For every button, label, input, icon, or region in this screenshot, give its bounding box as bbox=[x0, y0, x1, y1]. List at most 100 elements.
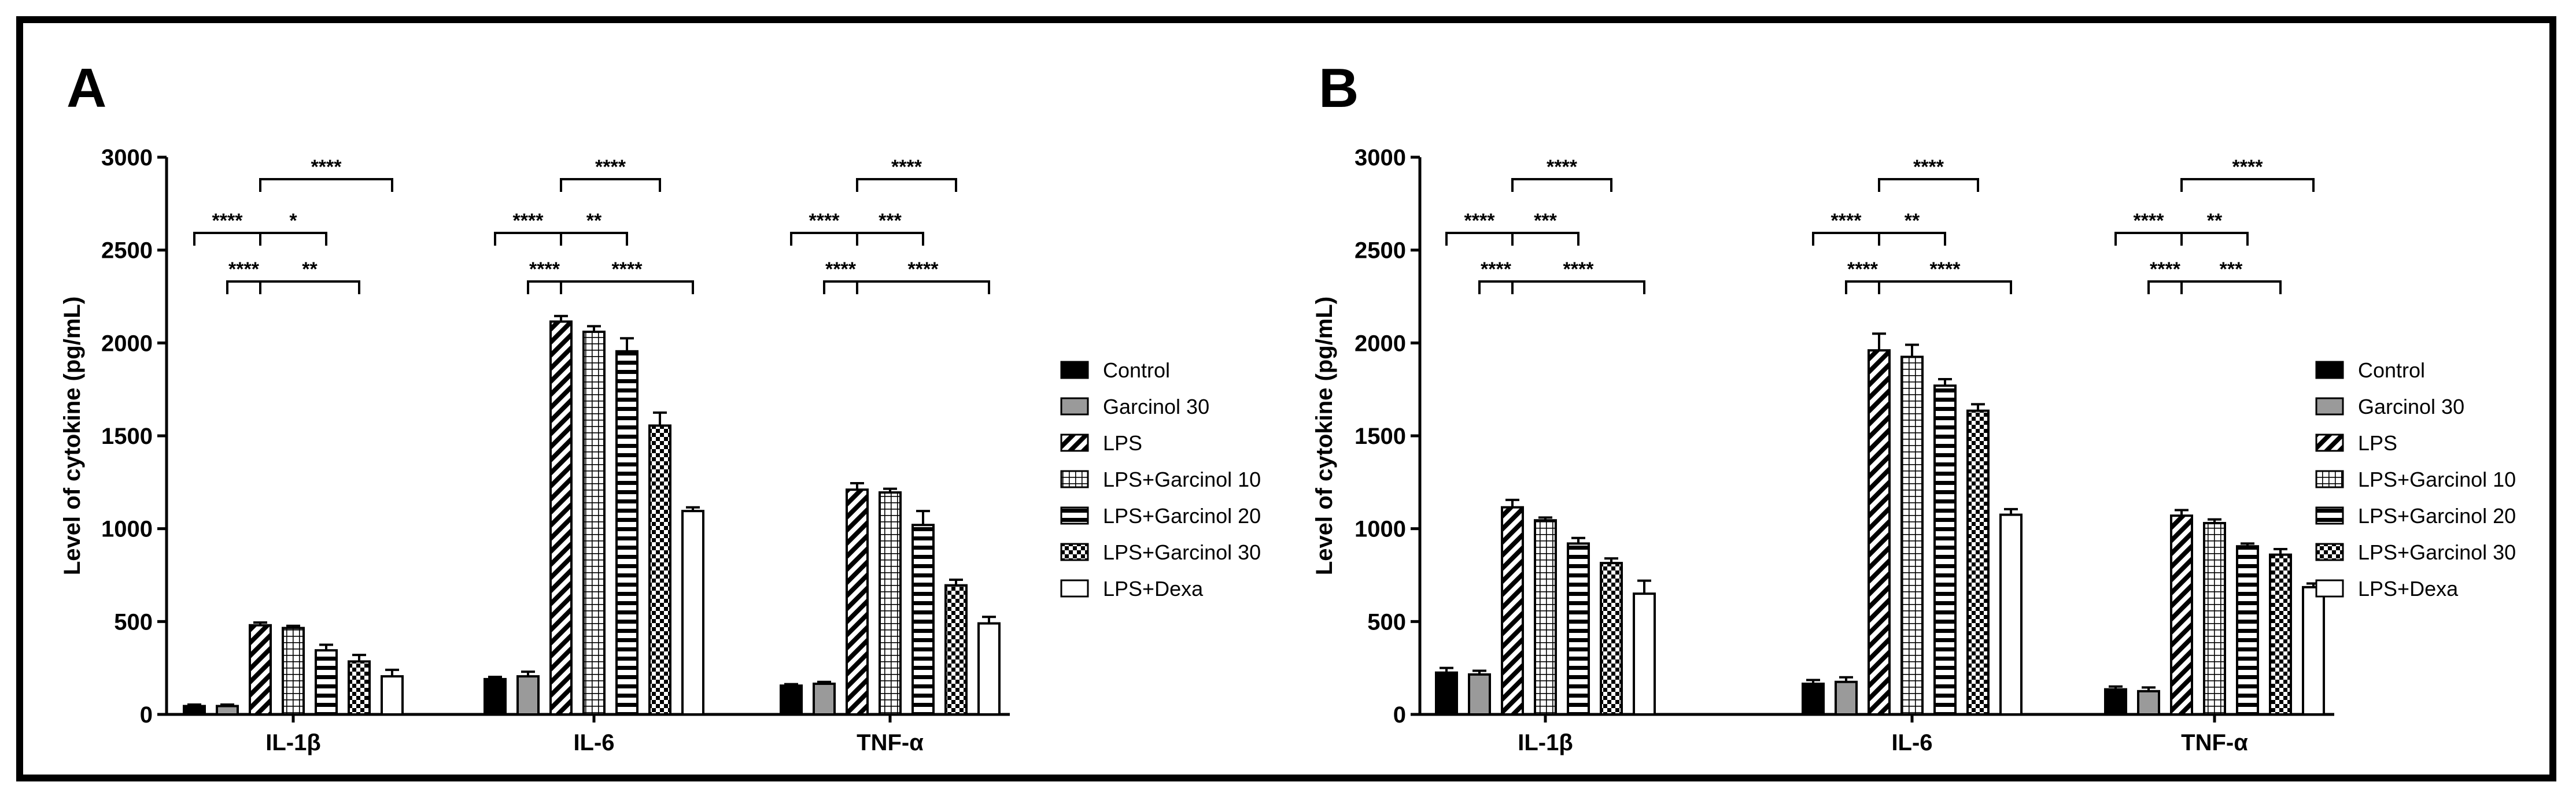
y-tick-label: 2500 bbox=[101, 238, 153, 264]
significance-bracket bbox=[560, 280, 694, 294]
bar bbox=[944, 584, 968, 716]
significance-bracket bbox=[259, 178, 393, 192]
significance-bracket bbox=[2147, 280, 2183, 294]
legend-label: LPS+Garcinol 10 bbox=[2358, 468, 2516, 491]
significance-label: **** bbox=[908, 258, 939, 280]
category-label: IL-6 bbox=[1891, 730, 1932, 755]
legend-label: LPS+Garcinol 10 bbox=[1103, 468, 1261, 491]
bar bbox=[1802, 682, 1825, 716]
y-tick-label: 0 bbox=[140, 702, 153, 728]
bar bbox=[1835, 680, 1858, 716]
significance-bracket bbox=[2180, 232, 2249, 246]
significance-bracket bbox=[560, 232, 628, 246]
significance-label: **** bbox=[595, 156, 626, 178]
significance-label: ** bbox=[2207, 210, 2223, 232]
bar bbox=[615, 350, 639, 716]
bar bbox=[1633, 592, 1656, 716]
legend-swatch bbox=[1060, 543, 1089, 561]
significance-bracket bbox=[494, 232, 562, 246]
legend-label: Control bbox=[2358, 358, 2425, 382]
significance-label: **** bbox=[2134, 210, 2165, 232]
bar bbox=[1900, 355, 1924, 716]
significance-label: ** bbox=[1905, 210, 1920, 232]
y-tick-label: 2500 bbox=[1355, 238, 1406, 264]
significance-bracket bbox=[1478, 280, 1514, 294]
significance-label: **** bbox=[1847, 258, 1879, 280]
bar bbox=[1435, 671, 1458, 716]
legend-swatch bbox=[2315, 361, 2344, 379]
significance-bracket bbox=[193, 232, 261, 246]
significance-label: *** bbox=[879, 210, 902, 232]
significance-label: **** bbox=[228, 258, 260, 280]
legend-swatch bbox=[2315, 579, 2344, 598]
legend-swatch bbox=[1060, 397, 1089, 416]
significance-label: **** bbox=[1913, 156, 1944, 178]
significance-label: ** bbox=[302, 258, 318, 280]
y-tick-label: 1500 bbox=[101, 424, 153, 449]
y-tick-label: 3000 bbox=[101, 145, 153, 171]
bar bbox=[2170, 514, 2193, 716]
legend-swatch bbox=[2315, 506, 2344, 525]
significance-bracket bbox=[1878, 280, 2012, 294]
significance-label: **** bbox=[1547, 156, 1578, 178]
legend-swatch bbox=[1060, 361, 1089, 379]
bar bbox=[1567, 542, 1590, 716]
bar bbox=[2203, 522, 2226, 716]
significance-label: ** bbox=[586, 210, 602, 232]
bar bbox=[2137, 690, 2160, 716]
significance-bracket bbox=[2180, 280, 2282, 294]
significance-bracket bbox=[2114, 232, 2183, 246]
y-tick-label: 500 bbox=[1367, 609, 1406, 635]
significance-bracket bbox=[1511, 178, 1612, 192]
significance-label: **** bbox=[1464, 210, 1496, 232]
bar bbox=[681, 510, 704, 716]
significance-bracket bbox=[2180, 178, 2315, 192]
bar bbox=[2302, 586, 2325, 716]
bar bbox=[911, 524, 935, 716]
bar bbox=[582, 331, 606, 716]
bar bbox=[1600, 562, 1623, 716]
significance-label: **** bbox=[891, 156, 922, 178]
bar bbox=[1999, 513, 2023, 716]
significance-label: **** bbox=[529, 258, 560, 280]
legend-label: LPS+Garcinol 20 bbox=[2358, 504, 2516, 528]
legend-swatch bbox=[2315, 543, 2344, 561]
significance-bracket bbox=[1511, 280, 1645, 294]
legend-swatch bbox=[1060, 506, 1089, 525]
category-label: IL-6 bbox=[573, 730, 614, 755]
legend-label: LPS+Dexa bbox=[2358, 577, 2459, 601]
y-tick-label: 0 bbox=[1393, 702, 1406, 728]
bar bbox=[216, 705, 239, 716]
bar bbox=[1534, 519, 1557, 716]
significance-label: **** bbox=[212, 210, 243, 232]
panel-a: A 0 500 1000 1500 2000 2500 3000 Level of cytoki… bbox=[60, 57, 1261, 755]
significance-label: *** bbox=[1534, 210, 1557, 232]
significance-label: **** bbox=[2150, 258, 2181, 280]
significance-bracket bbox=[823, 280, 858, 294]
significance-label: **** bbox=[825, 258, 857, 280]
legend-label: LPS+Garcinol 30 bbox=[1103, 540, 1261, 564]
significance-bracket bbox=[1845, 280, 1880, 294]
bar bbox=[282, 627, 305, 716]
significance-bracket bbox=[1878, 232, 1946, 246]
significance-bracket bbox=[226, 280, 261, 294]
panel-b: B 0 500 1000 1500 2000 2500 3000 Level of cytoki… bbox=[1312, 57, 2516, 755]
significance-bracket bbox=[560, 178, 661, 192]
y-tick-label: 2000 bbox=[101, 331, 153, 356]
category-label: TNF-α bbox=[857, 730, 924, 755]
significance-bracket bbox=[1511, 232, 1579, 246]
significance-label: **** bbox=[1930, 258, 1961, 280]
bar bbox=[846, 488, 869, 716]
figure-frame bbox=[16, 16, 2556, 781]
bar bbox=[879, 491, 902, 716]
bar bbox=[2236, 545, 2259, 716]
significance-label: **** bbox=[612, 258, 643, 280]
legend-swatch bbox=[1060, 434, 1089, 452]
bar bbox=[516, 675, 540, 716]
significance-bracket bbox=[259, 232, 327, 246]
bar bbox=[977, 622, 1001, 716]
legend-swatch bbox=[2315, 397, 2344, 416]
bar bbox=[1868, 349, 1891, 716]
bar bbox=[249, 624, 272, 716]
